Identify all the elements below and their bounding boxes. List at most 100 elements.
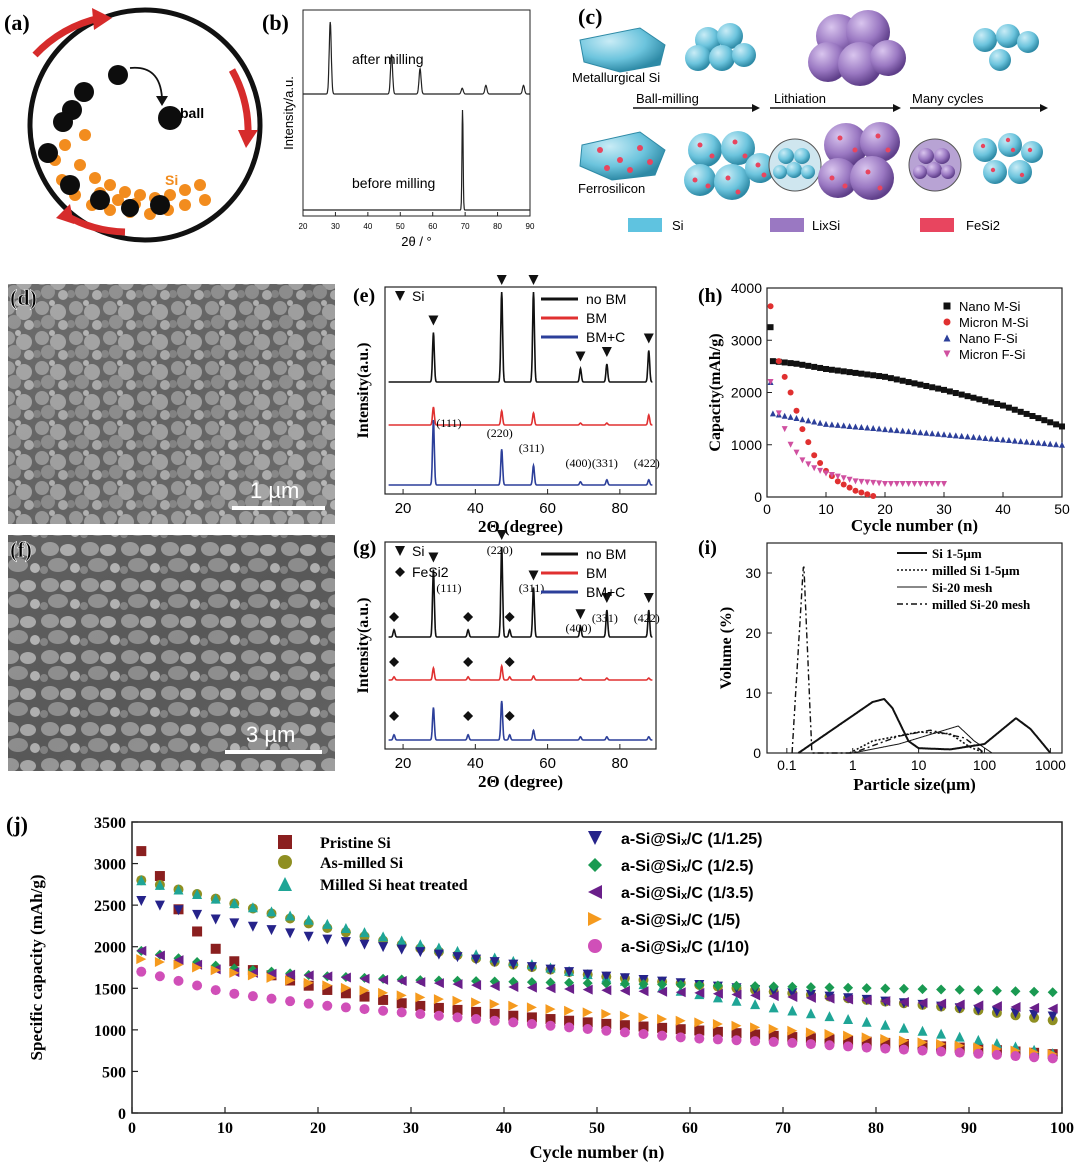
j-point — [415, 977, 426, 988]
j-point — [638, 979, 649, 990]
j-x-tick-label: 30 — [403, 1120, 419, 1137]
j-point — [359, 939, 370, 950]
e-plot-legend-label: no BM — [586, 291, 626, 307]
j-point — [433, 994, 444, 1005]
j-point — [285, 928, 296, 939]
b-x-tick-label: 90 — [526, 222, 535, 231]
milling-balls — [38, 65, 182, 217]
b-x-tick-label: 70 — [461, 222, 470, 231]
j-point — [340, 982, 351, 993]
g-plot-x-tick-label: 40 — [467, 755, 484, 772]
panel-i-particle-size: (i) 0.1 1 10 100 1000 0 10 20 30 Particle size(µm… — [698, 537, 1066, 794]
h-point — [817, 460, 824, 467]
h-point — [1017, 438, 1024, 445]
j-point — [880, 1019, 891, 1030]
j-legend-marker — [588, 885, 602, 899]
j-point — [415, 947, 426, 958]
h-point — [769, 410, 776, 417]
h-point — [769, 358, 776, 365]
j-point — [564, 967, 575, 978]
j-point — [805, 992, 816, 1003]
j-point — [1047, 987, 1058, 998]
e-plot-y-axis-label: Intensity(a.u.) — [355, 342, 372, 438]
panel-label-d: (d) — [10, 285, 37, 310]
h-point — [1011, 406, 1018, 413]
j-point — [415, 992, 426, 1003]
h-point — [787, 360, 794, 367]
j-point — [787, 1032, 798, 1043]
h-point — [952, 390, 959, 397]
h-legend-marker — [943, 302, 951, 310]
j-point — [1047, 1003, 1058, 1014]
h-point — [834, 478, 841, 485]
j-point — [750, 999, 761, 1010]
h-y-tick-label: 4000 — [731, 280, 762, 296]
h-point — [899, 480, 906, 487]
j-point — [322, 984, 333, 995]
h-point — [958, 432, 965, 439]
legend-label-lixsi: LixSi — [812, 218, 840, 233]
j-point — [936, 1038, 947, 1049]
j-point — [843, 1030, 854, 1041]
j-x-tick-label: 50 — [589, 1120, 605, 1137]
h-x-tick-label: 40 — [995, 501, 1011, 517]
panel-f-sem: (f) 3 µm — [8, 535, 335, 771]
j-point — [1010, 1001, 1021, 1012]
j-point — [359, 985, 370, 996]
h-point — [1029, 413, 1036, 420]
panel-a-milling-schematic: (a) ball Si — [4, 7, 263, 243]
h-point — [876, 480, 883, 487]
j-point — [694, 1017, 705, 1028]
j-point — [824, 1011, 835, 1022]
panel-j-cycling: (j) 0 10 20 30 40 50 60 70 80 90 10005001000150020… — [6, 812, 1074, 1163]
h-point — [828, 421, 835, 428]
e-plot-legend-label: BM+C — [586, 329, 625, 345]
j-point — [322, 980, 333, 991]
j-point — [582, 1024, 593, 1035]
i-series-line — [852, 725, 993, 754]
h-point — [799, 416, 806, 423]
j-point — [303, 977, 314, 988]
j-point — [229, 956, 240, 967]
j-point — [1010, 1051, 1021, 1062]
h-x-tick-label: 0 — [763, 501, 771, 517]
j-point — [433, 978, 444, 989]
j-point — [526, 962, 537, 973]
j-point — [154, 871, 165, 882]
h-point — [805, 362, 812, 369]
j-point — [712, 1019, 723, 1030]
j-point — [880, 1043, 891, 1054]
h-point — [887, 375, 894, 382]
h-point — [858, 423, 865, 430]
j-point — [526, 982, 537, 993]
e-plot-si-peak-marker — [496, 275, 507, 285]
j-legend-marker — [588, 939, 602, 953]
b-x-tick-label: 30 — [331, 222, 340, 231]
j-point — [861, 983, 872, 994]
j-point — [173, 975, 184, 986]
i-x-tick-label: 1000 — [1035, 757, 1066, 773]
h-point — [799, 426, 806, 433]
h-point — [793, 415, 800, 422]
h-point — [1017, 408, 1024, 415]
g-plot-fesi2-marker — [463, 711, 474, 721]
j-legend-label: a-Si@Siₓ/C (1/2.5) — [621, 858, 754, 875]
j-point — [285, 910, 296, 921]
j-y-tick-label: 500 — [102, 1064, 126, 1081]
j-point — [712, 988, 723, 999]
h-point — [852, 487, 859, 494]
j-point — [1047, 1011, 1058, 1022]
h-point — [799, 361, 806, 368]
j-x-tick-label: 10 — [217, 1120, 233, 1137]
j-point — [136, 895, 147, 906]
i-x-tick-label: 10 — [911, 757, 927, 773]
j-point — [861, 1016, 872, 1027]
j-point — [508, 981, 519, 992]
i-legend-label: Si-20 mesh — [932, 580, 993, 595]
e-plot-si-peak-marker — [601, 347, 612, 357]
j-point — [954, 1040, 965, 1051]
h-point — [929, 480, 936, 487]
j-point — [415, 939, 426, 950]
j-point — [489, 1008, 500, 1019]
h-point — [781, 373, 788, 380]
